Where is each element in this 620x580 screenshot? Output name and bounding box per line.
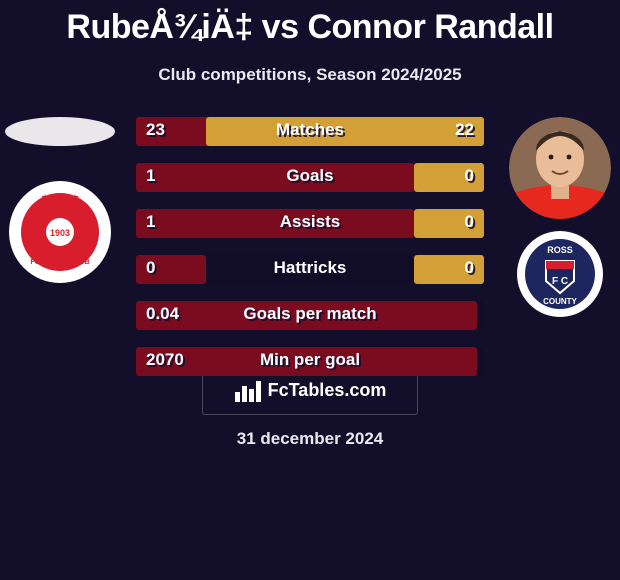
stat-row: 10Goals [136, 163, 484, 192]
svg-text:ABERDEEN: ABERDEEN [38, 201, 83, 210]
stat-bar-left [136, 255, 206, 284]
date-line: 31 december 2024 [0, 429, 620, 449]
stat-bar-left [136, 301, 477, 330]
svg-text:F C: F C [552, 276, 568, 287]
right-player-photo [509, 117, 611, 219]
stat-row: 2322Matches [136, 117, 484, 146]
stat-bar-right [206, 117, 484, 146]
svg-text:FOOTBALL CLUB: FOOTBALL CLUB [30, 259, 89, 266]
stat-bar-left [136, 347, 477, 376]
right-player-column: ROSS COUNTY F C [500, 117, 620, 317]
stat-bars: 2322Matches 10Goals 10Assists 00Hattricks 0.… [136, 117, 484, 393]
stat-bar-right [414, 209, 484, 238]
left-player-photo-placeholder [5, 117, 115, 146]
stat-bar-left [136, 163, 414, 192]
page-title: RubeÅ¾iÄ‡ vs Connor Randall [0, 0, 620, 47]
stat-bar-left [136, 209, 414, 238]
right-club-crest: ROSS COUNTY F C [509, 231, 611, 317]
stat-row: 00Hattricks [136, 255, 484, 284]
stat-bar-right [414, 163, 484, 192]
left-player-column: ABERDEEN FOOTBALL CLUB 1903 [0, 117, 120, 286]
left-club-crest: ABERDEEN FOOTBALL CLUB 1903 [9, 178, 111, 286]
svg-text:ROSS: ROSS [547, 245, 573, 255]
svg-text:1903: 1903 [50, 228, 70, 238]
stat-row: 10Assists [136, 209, 484, 238]
stat-bar-right [414, 255, 484, 284]
subtitle: Club competitions, Season 2024/2025 [0, 65, 620, 85]
svg-text:COUNTY: COUNTY [543, 297, 577, 306]
stat-row: 0.04Goals per match [136, 301, 484, 330]
stat-row: 2070Min per goal [136, 347, 484, 376]
